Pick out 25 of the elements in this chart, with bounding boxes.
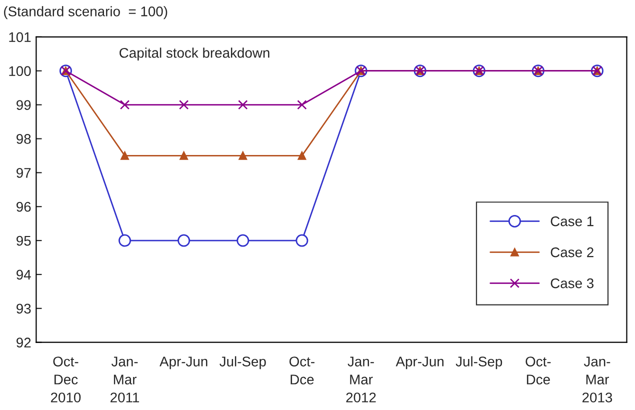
y-tick-label: 93 — [16, 304, 31, 314]
x-tick-label: Apr-Jun — [160, 356, 208, 370]
y-tick-label: 98 — [16, 134, 31, 144]
text: Capital stock breakdown — [120, 48, 270, 61]
y-tick-label: 95 — [16, 236, 31, 246]
y-tick-label: 99 — [16, 100, 31, 110]
y-tick-label: 97 — [16, 168, 31, 178]
legend-label: Case 3 — [550, 278, 594, 288]
x-tick-label: Jul-Sep — [220, 356, 266, 370]
legend-label: Case 2 — [550, 247, 594, 258]
y-tick-label: 101 — [9, 32, 31, 42]
x-tick-label: Jan- Mar 2012 — [346, 356, 376, 402]
x-tick-label: Oct- Dce — [526, 356, 551, 384]
x-tick-label: Jan- Mar 2013 — [582, 356, 612, 402]
y-tick-label: 94 — [16, 270, 31, 280]
y-axis-title: (Standard scenario = 100) — [4, 6, 168, 20]
x-tick-label: Oct- Dec 2010 — [50, 356, 81, 402]
legend-label: Case 1 — [550, 216, 594, 226]
x-tick-label: Oct- Dce — [289, 356, 314, 384]
x-tick-label: Jan- Mar 2011 — [110, 356, 140, 402]
x-tick-label: Apr-Jun — [396, 356, 444, 370]
y-tick-label: 92 — [16, 338, 31, 348]
y-tick-label: 96 — [16, 202, 31, 212]
y-tick-label: 100 — [9, 66, 31, 76]
x-tick-label: Jul-Sep — [456, 356, 502, 370]
